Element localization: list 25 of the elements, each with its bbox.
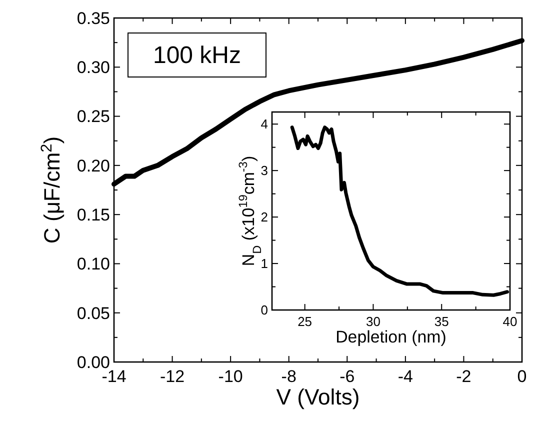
x-tick-label: 35	[434, 314, 449, 329]
x-tick-label: -4	[398, 367, 413, 386]
y-tick-label: 0.05	[76, 304, 110, 323]
x-axis-title: Depletion (nm)	[336, 328, 446, 346]
x-tick-label: 40	[502, 314, 518, 329]
y-tick-label: 0	[260, 302, 268, 318]
y-tick-label: 2	[260, 210, 268, 225]
x-tick-label: 0	[517, 367, 527, 386]
y-tick-label: 1	[260, 256, 268, 272]
y-tick-label: 0.15	[76, 206, 110, 225]
x-tick-label: 25	[298, 314, 312, 329]
x-tick-label: -10	[218, 367, 243, 386]
y-tick-label: 4	[260, 116, 268, 132]
y-tick-label: 0.30	[76, 58, 110, 78]
x-tick-label: -2	[456, 367, 472, 386]
x-tick-label: 30	[366, 314, 380, 329]
annotation: 100 kHz	[152, 42, 242, 69]
x-tick-label: -12	[160, 367, 185, 386]
x-axis-title: V (Volts)	[276, 384, 360, 410]
y-tick-label: 0.25	[76, 107, 110, 126]
y-tick-label: 0.20	[76, 156, 110, 176]
x-tick-label: -6	[340, 367, 355, 386]
y-tick-label: 0.10	[76, 254, 110, 274]
y-tick-label: 0.35	[76, 8, 110, 28]
x-tick-label: -8	[281, 367, 296, 386]
